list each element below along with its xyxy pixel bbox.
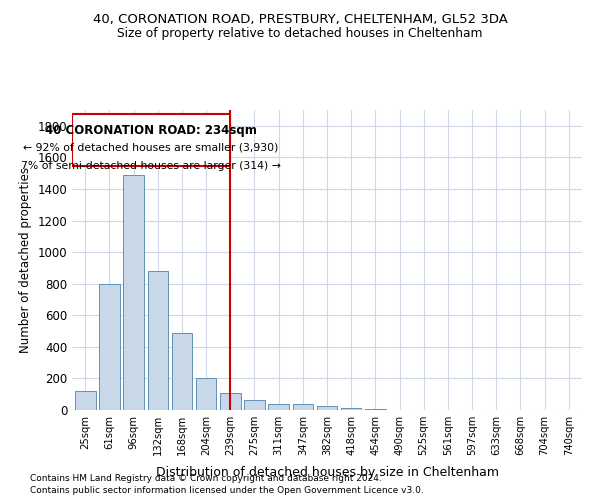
Bar xyxy=(365,409,386,410)
Text: 40 CORONATION ROAD: 234sqm: 40 CORONATION ROAD: 234sqm xyxy=(45,124,257,137)
Bar xyxy=(124,174,144,410)
Text: Contains public sector information licensed under the Open Government Licence v3: Contains public sector information licen… xyxy=(30,486,424,495)
Bar xyxy=(220,394,241,410)
Text: Size of property relative to detached houses in Cheltenham: Size of property relative to detached ho… xyxy=(117,28,483,40)
Text: 40, CORONATION ROAD, PRESTBURY, CHELTENHAM, GL52 3DA: 40, CORONATION ROAD, PRESTBURY, CHELTENH… xyxy=(92,12,508,26)
Bar xyxy=(317,406,337,410)
Bar xyxy=(172,332,192,410)
X-axis label: Distribution of detached houses by size in Cheltenham: Distribution of detached houses by size … xyxy=(155,466,499,479)
Text: ← 92% of detached houses are smaller (3,930): ← 92% of detached houses are smaller (3,… xyxy=(23,142,279,152)
Bar xyxy=(341,408,361,410)
Bar xyxy=(99,284,120,410)
Bar xyxy=(293,404,313,410)
Bar xyxy=(244,400,265,410)
FancyBboxPatch shape xyxy=(72,114,230,166)
Bar xyxy=(75,391,95,410)
Bar xyxy=(268,404,289,410)
Bar xyxy=(196,378,217,410)
Text: Contains HM Land Registry data © Crown copyright and database right 2024.: Contains HM Land Registry data © Crown c… xyxy=(30,474,382,483)
Y-axis label: Number of detached properties: Number of detached properties xyxy=(19,167,32,353)
Bar xyxy=(148,271,168,410)
Text: 7% of semi-detached houses are larger (314) →: 7% of semi-detached houses are larger (3… xyxy=(21,160,281,170)
